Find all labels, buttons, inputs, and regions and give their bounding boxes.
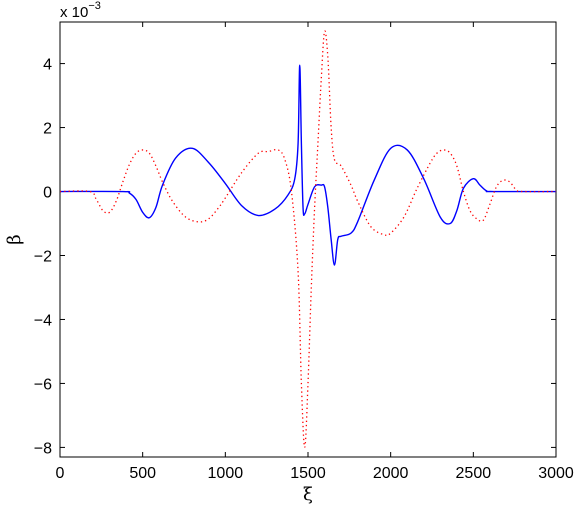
x-tick-label: 500 — [129, 465, 156, 482]
x-tick-label: 2500 — [456, 465, 492, 482]
y-axis-multiplier: x 10−3 — [60, 0, 101, 21]
y-tick-label: −4 — [34, 312, 52, 329]
x-tick-label: 2000 — [373, 465, 409, 482]
y-tick-label: −2 — [34, 248, 52, 265]
y-tick-label: −8 — [34, 440, 52, 457]
x-tick-label: 1500 — [290, 465, 326, 482]
plot-area — [59, 21, 557, 458]
y-tick-label: 4 — [43, 57, 52, 74]
axis-tick-labels: 0 500 1000 1500 2000 2500 3000 −8 −6 −4 −2 0 2 4 — [34, 57, 574, 482]
y-axis-multiplier-base: x 10 — [60, 4, 88, 21]
x-tick-label: 3000 — [538, 465, 574, 482]
x-tick-label: 1000 — [208, 465, 244, 482]
y-axis-multiplier-exponent: −3 — [88, 0, 101, 12]
y-tick-label: 0 — [43, 185, 52, 202]
x-axis-label: ξ — [303, 484, 313, 505]
series-line-blue-solid — [59, 64, 557, 266]
series-line-red-dotted — [59, 30, 557, 449]
x-tick-label: 0 — [56, 465, 65, 482]
y-tick-label: 2 — [43, 121, 52, 138]
y-axis-label: β — [4, 234, 25, 244]
data-series — [59, 30, 557, 449]
y-tick-label: −6 — [34, 376, 52, 393]
